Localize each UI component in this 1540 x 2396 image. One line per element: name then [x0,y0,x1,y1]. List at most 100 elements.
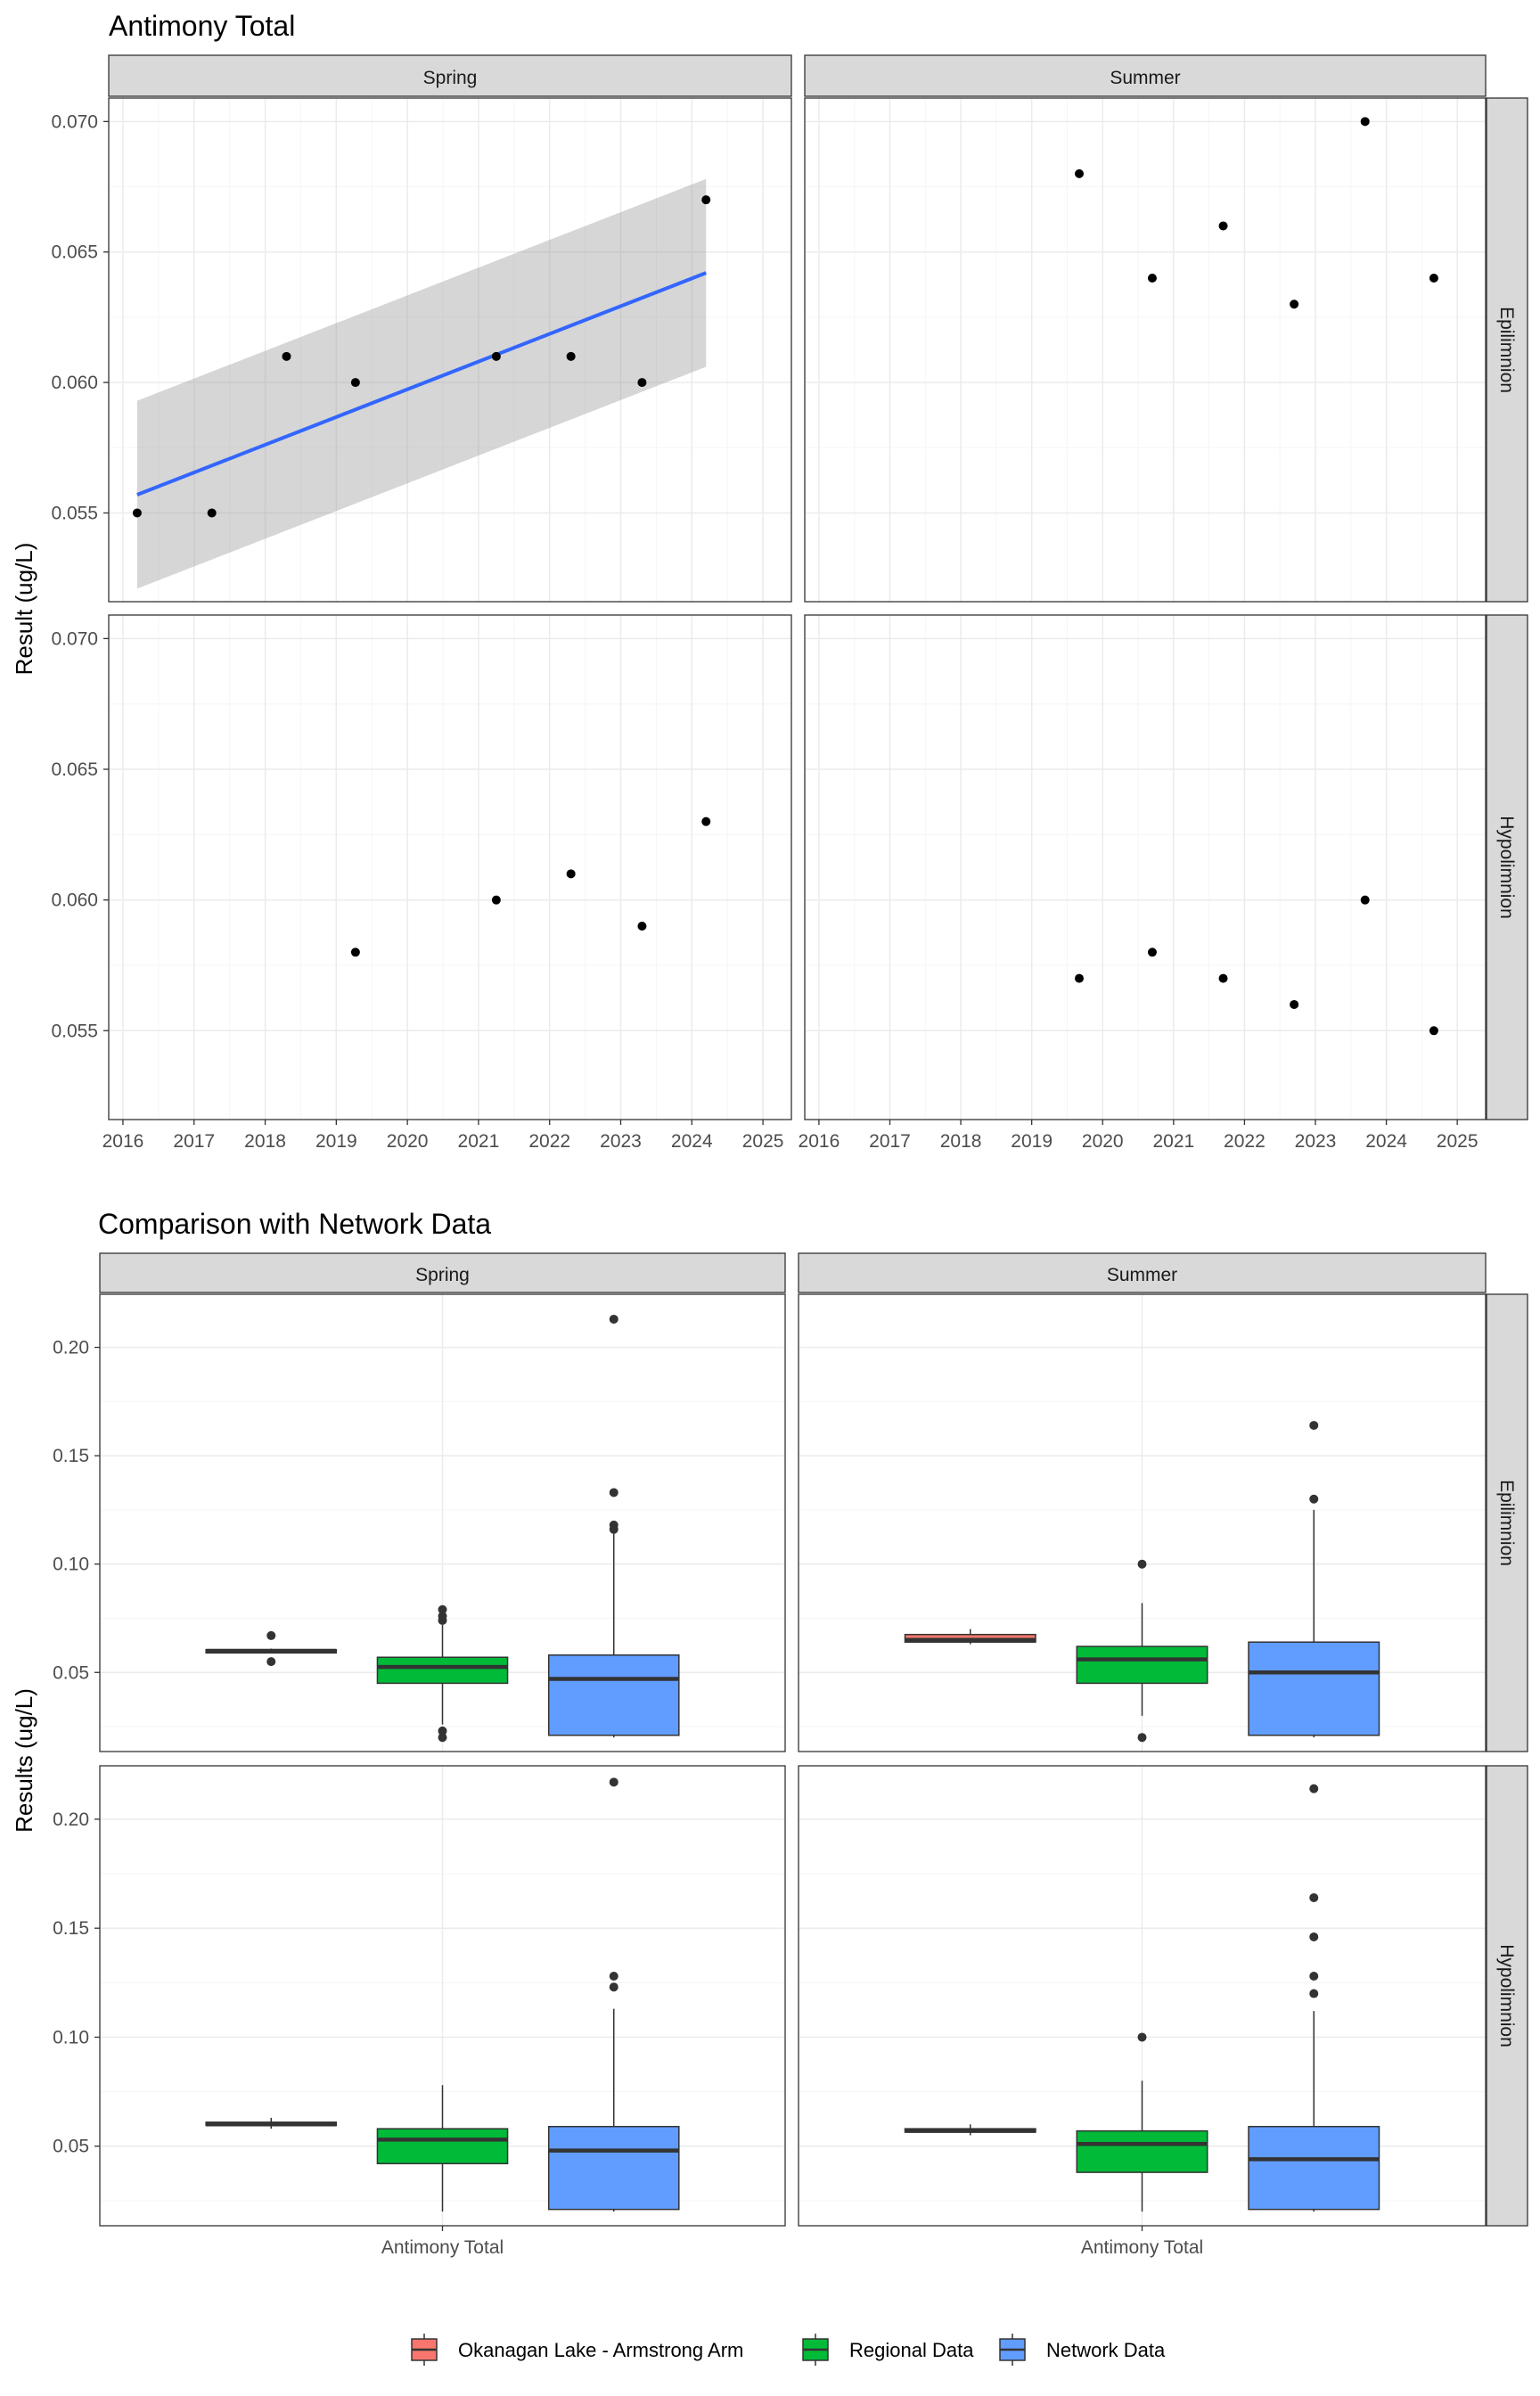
x-tick-label: 2020 [1082,1131,1124,1152]
box-outlier [438,1604,447,1614]
box-outlier [1309,1971,1319,1981]
box-outlier [1137,2032,1147,2042]
box-outlier [609,1777,618,1787]
facet-label-hypolimnion: Hypolimnion [1496,816,1517,919]
box-iqr [376,1656,509,1685]
box-outlier [1137,1733,1147,1743]
box-outlier [609,1314,618,1324]
y-tick-label: 0.15 [53,1446,89,1466]
y-tick-label: 0.05 [53,2137,89,2157]
box-outlier [1137,1559,1147,1569]
box-outlier [1309,1989,1319,1998]
x-tick-label: 2016 [799,1131,840,1152]
data-point [350,378,360,388]
box-outlier [1309,1932,1319,1941]
trend-line [136,271,707,496]
y-axis-label: Results (ug/L) [11,1688,37,1833]
data-point [701,816,711,826]
data-point [637,378,647,388]
x-tick-label: Antimony Total [1081,2237,1203,2258]
data-point [1147,948,1157,957]
box-iqr [1248,2125,1380,2211]
facet-strip-row [1486,614,1528,1120]
facet-label-hypolimnion: Hypolimnion [1496,1944,1517,2047]
panel-border [804,614,1487,1120]
box-outlier [609,1982,618,1992]
data-point [1290,300,1299,309]
box-outlier [1309,1784,1319,1793]
box-outlier [266,1657,276,1667]
y-axis-label: Result (ug/L) [11,543,37,676]
data-point [1074,973,1084,983]
x-tick-label: 2021 [1152,1131,1194,1152]
x-tick-label: 2018 [940,1131,982,1152]
y-tick-label: 0.070 [51,628,98,649]
box-iqr [1248,1641,1380,1736]
facet-label-epilimnion: Epilimnion [1496,307,1517,393]
panel-border [804,97,1487,603]
legend-label: Regional Data [849,2339,974,2361]
box-iqr [1076,2129,1208,2173]
facet-strip-row [1486,97,1528,603]
y-tick-label: 0.060 [51,890,98,911]
x-tick-label: 2024 [1365,1131,1407,1152]
facet-label-spring: Spring [423,68,478,88]
box-outlier [438,1726,447,1735]
box-outlier [609,1488,618,1498]
x-tick-label: 2023 [600,1131,642,1152]
facet-label-epilimnion: Epilimnion [1496,1480,1517,1566]
legend-label: Network Data [1046,2339,1166,2361]
box-outlier [266,1630,276,1640]
x-tick-label: 2016 [102,1131,144,1152]
data-point [1360,117,1370,127]
facet-strip-col [798,1252,1487,1293]
x-tick-label: 2020 [387,1131,429,1152]
y-tick-label: 0.10 [53,2027,89,2047]
data-point [1429,273,1438,283]
x-tick-label: 2019 [315,1131,357,1152]
box-iqr [547,1654,680,1736]
data-point [1290,999,1299,1009]
data-point [491,351,501,361]
x-tick-label: 2017 [173,1131,215,1152]
y-tick-label: 0.065 [51,759,98,780]
data-point [1218,973,1228,983]
x-tick-label: 2017 [869,1131,911,1152]
box-iqr [376,2128,509,2165]
panel-background [109,98,791,602]
box-iqr [1076,1645,1208,1685]
box-outlier [1309,1892,1319,1902]
panel-border [99,1293,786,1752]
data-point [1218,221,1228,231]
y-tick-label: 0.055 [51,503,98,523]
data-point [350,948,360,957]
box-outlier [438,1733,447,1743]
facet-strip-row [1486,1293,1528,1752]
data-point [1074,168,1084,178]
facet-strip-col [99,1252,786,1293]
data-point [701,195,711,205]
x-tick-label: 2025 [1437,1131,1479,1152]
chart-title: Comparison with Network Data [98,1208,491,1240]
box-outlier [609,1520,618,1530]
data-point [282,351,291,361]
y-tick-label: 0.055 [51,1021,98,1041]
box-outlier [1309,1494,1319,1504]
y-tick-label: 0.20 [53,1809,89,1830]
data-point [566,869,576,879]
panel-background [109,615,791,1120]
x-tick-label: 2018 [244,1131,286,1152]
y-tick-label: 0.15 [53,1918,89,1939]
x-tick-label: Antimony Total [381,2237,504,2258]
data-point [1429,1026,1438,1036]
y-tick-label: 0.065 [51,242,98,263]
x-tick-label: 2019 [1011,1131,1053,1152]
x-tick-label: 2025 [742,1131,784,1152]
data-point [1360,895,1370,905]
panel-border [108,97,792,603]
panel-border [108,614,792,1120]
x-tick-label: 2022 [528,1131,570,1152]
y-tick-label: 0.070 [51,111,98,132]
box-outlier [1309,1421,1319,1431]
